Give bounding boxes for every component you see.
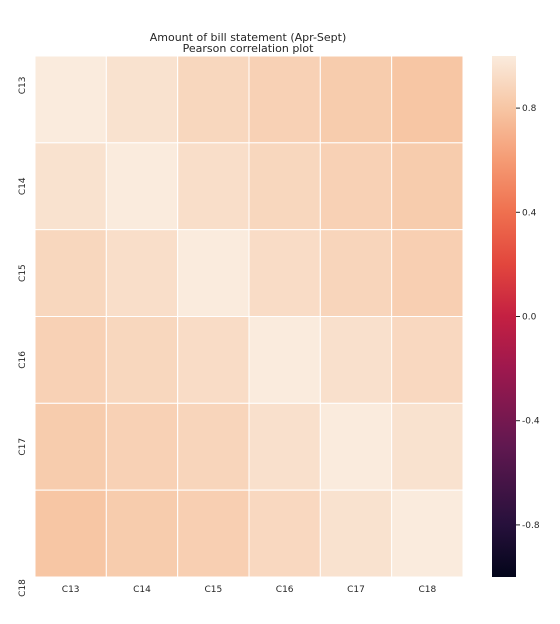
heatmap-cell — [177, 402, 250, 491]
x-tick-label: C15 — [204, 585, 222, 595]
x-tick-label: C18 — [418, 585, 436, 595]
heatmap-cell — [34, 142, 107, 231]
heatmap-cell — [34, 55, 107, 144]
heatmap-cell — [34, 489, 107, 578]
x-tick-label: C17 — [347, 585, 365, 595]
heatmap-cell — [391, 316, 464, 404]
heatmap-cell — [391, 142, 464, 231]
colorbar-tick-label: 0.8 — [522, 104, 537, 114]
colorbar-tick-label: 0.4 — [522, 208, 537, 218]
heatmap-cell — [319, 229, 393, 318]
heatmap-cell — [248, 55, 321, 144]
heatmap-cell — [248, 142, 321, 231]
heatmap-cell — [105, 229, 179, 318]
heatmap-cell — [391, 55, 464, 144]
y-tick-label: C15 — [18, 264, 28, 282]
heatmap-cell — [248, 316, 321, 404]
x-axis-ticks: C13 C14 C15 C16 C17 C18 — [62, 585, 437, 595]
heatmap-cell — [105, 316, 179, 404]
heatmap-cell — [105, 142, 179, 231]
y-axis-ticks: C13 C14 C15 C16 C17 C18 — [18, 77, 28, 597]
heatmap-cell — [105, 402, 179, 491]
heatmap-cell — [319, 55, 393, 144]
y-tick-label: C17 — [18, 438, 28, 456]
heatmap-cell — [34, 316, 107, 404]
y-tick-label: C14 — [18, 177, 28, 195]
heatmap-cell — [319, 489, 393, 578]
heatmap-cell — [177, 55, 250, 144]
heatmap-cell — [177, 142, 250, 231]
heatmap-cell — [248, 402, 321, 491]
y-tick-label: C18 — [18, 579, 28, 597]
x-tick-label: C14 — [133, 585, 151, 595]
chart-title: Amount of bill statement (Apr-Sept) — [150, 31, 347, 44]
heatmap-cell — [34, 402, 107, 491]
colorbar-tick-label: 0.0 — [522, 313, 537, 323]
heatmap-cell — [319, 142, 393, 231]
colorbar-gradient — [492, 56, 516, 577]
heatmap-cell — [177, 229, 250, 318]
heatmap-cell — [105, 55, 179, 144]
heatmap-cell — [391, 402, 464, 491]
colorbar-tick-label: -0.8 — [522, 521, 540, 531]
heatmap-cell — [319, 316, 393, 404]
colorbar: 0.8 0.4 0.0 -0.4 -0.8 — [492, 56, 540, 577]
heatmap-cell — [391, 489, 464, 578]
heatmap-cell — [319, 402, 393, 491]
colorbar-tick-label: -0.4 — [522, 417, 540, 427]
heatmap-cell — [34, 229, 107, 318]
heatmap-cells — [34, 55, 464, 578]
heatmap-cell — [391, 229, 464, 318]
heatmap-cell — [248, 229, 321, 318]
y-tick-label: C16 — [18, 351, 28, 369]
heatmap-cell — [177, 316, 250, 404]
y-tick-label: C13 — [18, 77, 28, 95]
x-tick-label: C16 — [276, 585, 294, 595]
heatmap-cell — [248, 489, 321, 578]
chart-subtitle: Pearson correlation plot — [183, 42, 314, 55]
heatmap-cell — [105, 489, 179, 578]
x-tick-label: C13 — [62, 585, 80, 595]
heatmap-cell — [177, 489, 250, 578]
